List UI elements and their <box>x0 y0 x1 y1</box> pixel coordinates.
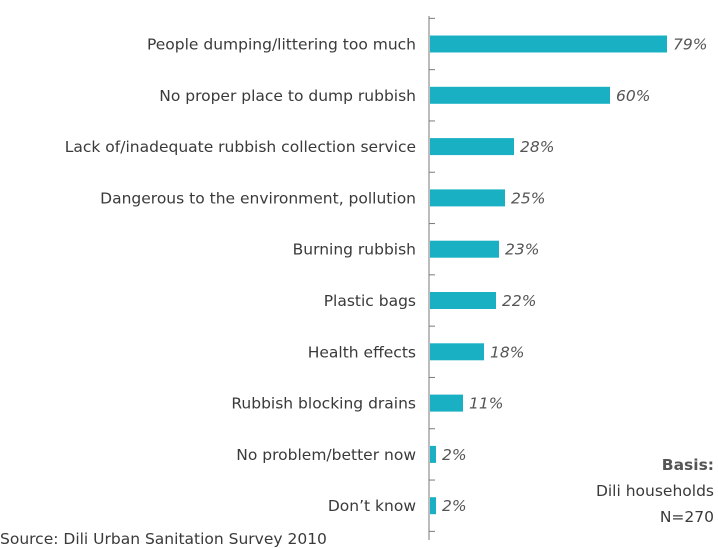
category-label: Rubbish blocking drains <box>231 395 416 413</box>
category-label: Dangerous to the environment, pollution <box>100 189 416 207</box>
category-label: Lack of/inadequate rubbish collection se… <box>65 138 416 156</box>
category-label: Health effects <box>308 343 416 361</box>
basis-population: Dili households <box>595 482 714 500</box>
category-label: Don’t know <box>328 497 416 515</box>
category-label: No proper place to dump rubbish <box>159 87 416 105</box>
category-label: Plastic bags <box>324 292 416 310</box>
category-label: People dumping/littering too much <box>147 36 416 54</box>
basis-sample-size: N=270 <box>659 508 714 526</box>
value-label: 11% <box>469 395 503 413</box>
category-label: Burning rubbish <box>293 241 416 259</box>
value-label: 23% <box>505 241 539 259</box>
value-label: 2% <box>442 497 467 515</box>
value-label: 28% <box>520 138 554 156</box>
value-label: 18% <box>490 343 524 361</box>
bar <box>430 497 436 515</box>
bar <box>430 343 484 361</box>
value-label: 22% <box>502 292 536 310</box>
bar <box>430 394 463 412</box>
bar <box>430 138 514 156</box>
value-label: 60% <box>616 87 650 105</box>
value-label: 2% <box>442 446 467 464</box>
bar <box>430 292 496 309</box>
bar <box>430 189 505 207</box>
value-label: 25% <box>511 189 545 207</box>
bar <box>430 35 667 53</box>
basis-note: Basis: Dili households N=270 <box>596 452 714 530</box>
bar <box>430 445 436 463</box>
source-note: Source: Dili Urban Sanitation Survey 201… <box>0 530 327 548</box>
bar <box>430 86 610 104</box>
basis-title: Basis: <box>661 456 714 474</box>
value-label: 79% <box>673 36 707 54</box>
bar <box>430 240 499 258</box>
category-label: No problem/better now <box>236 446 416 464</box>
